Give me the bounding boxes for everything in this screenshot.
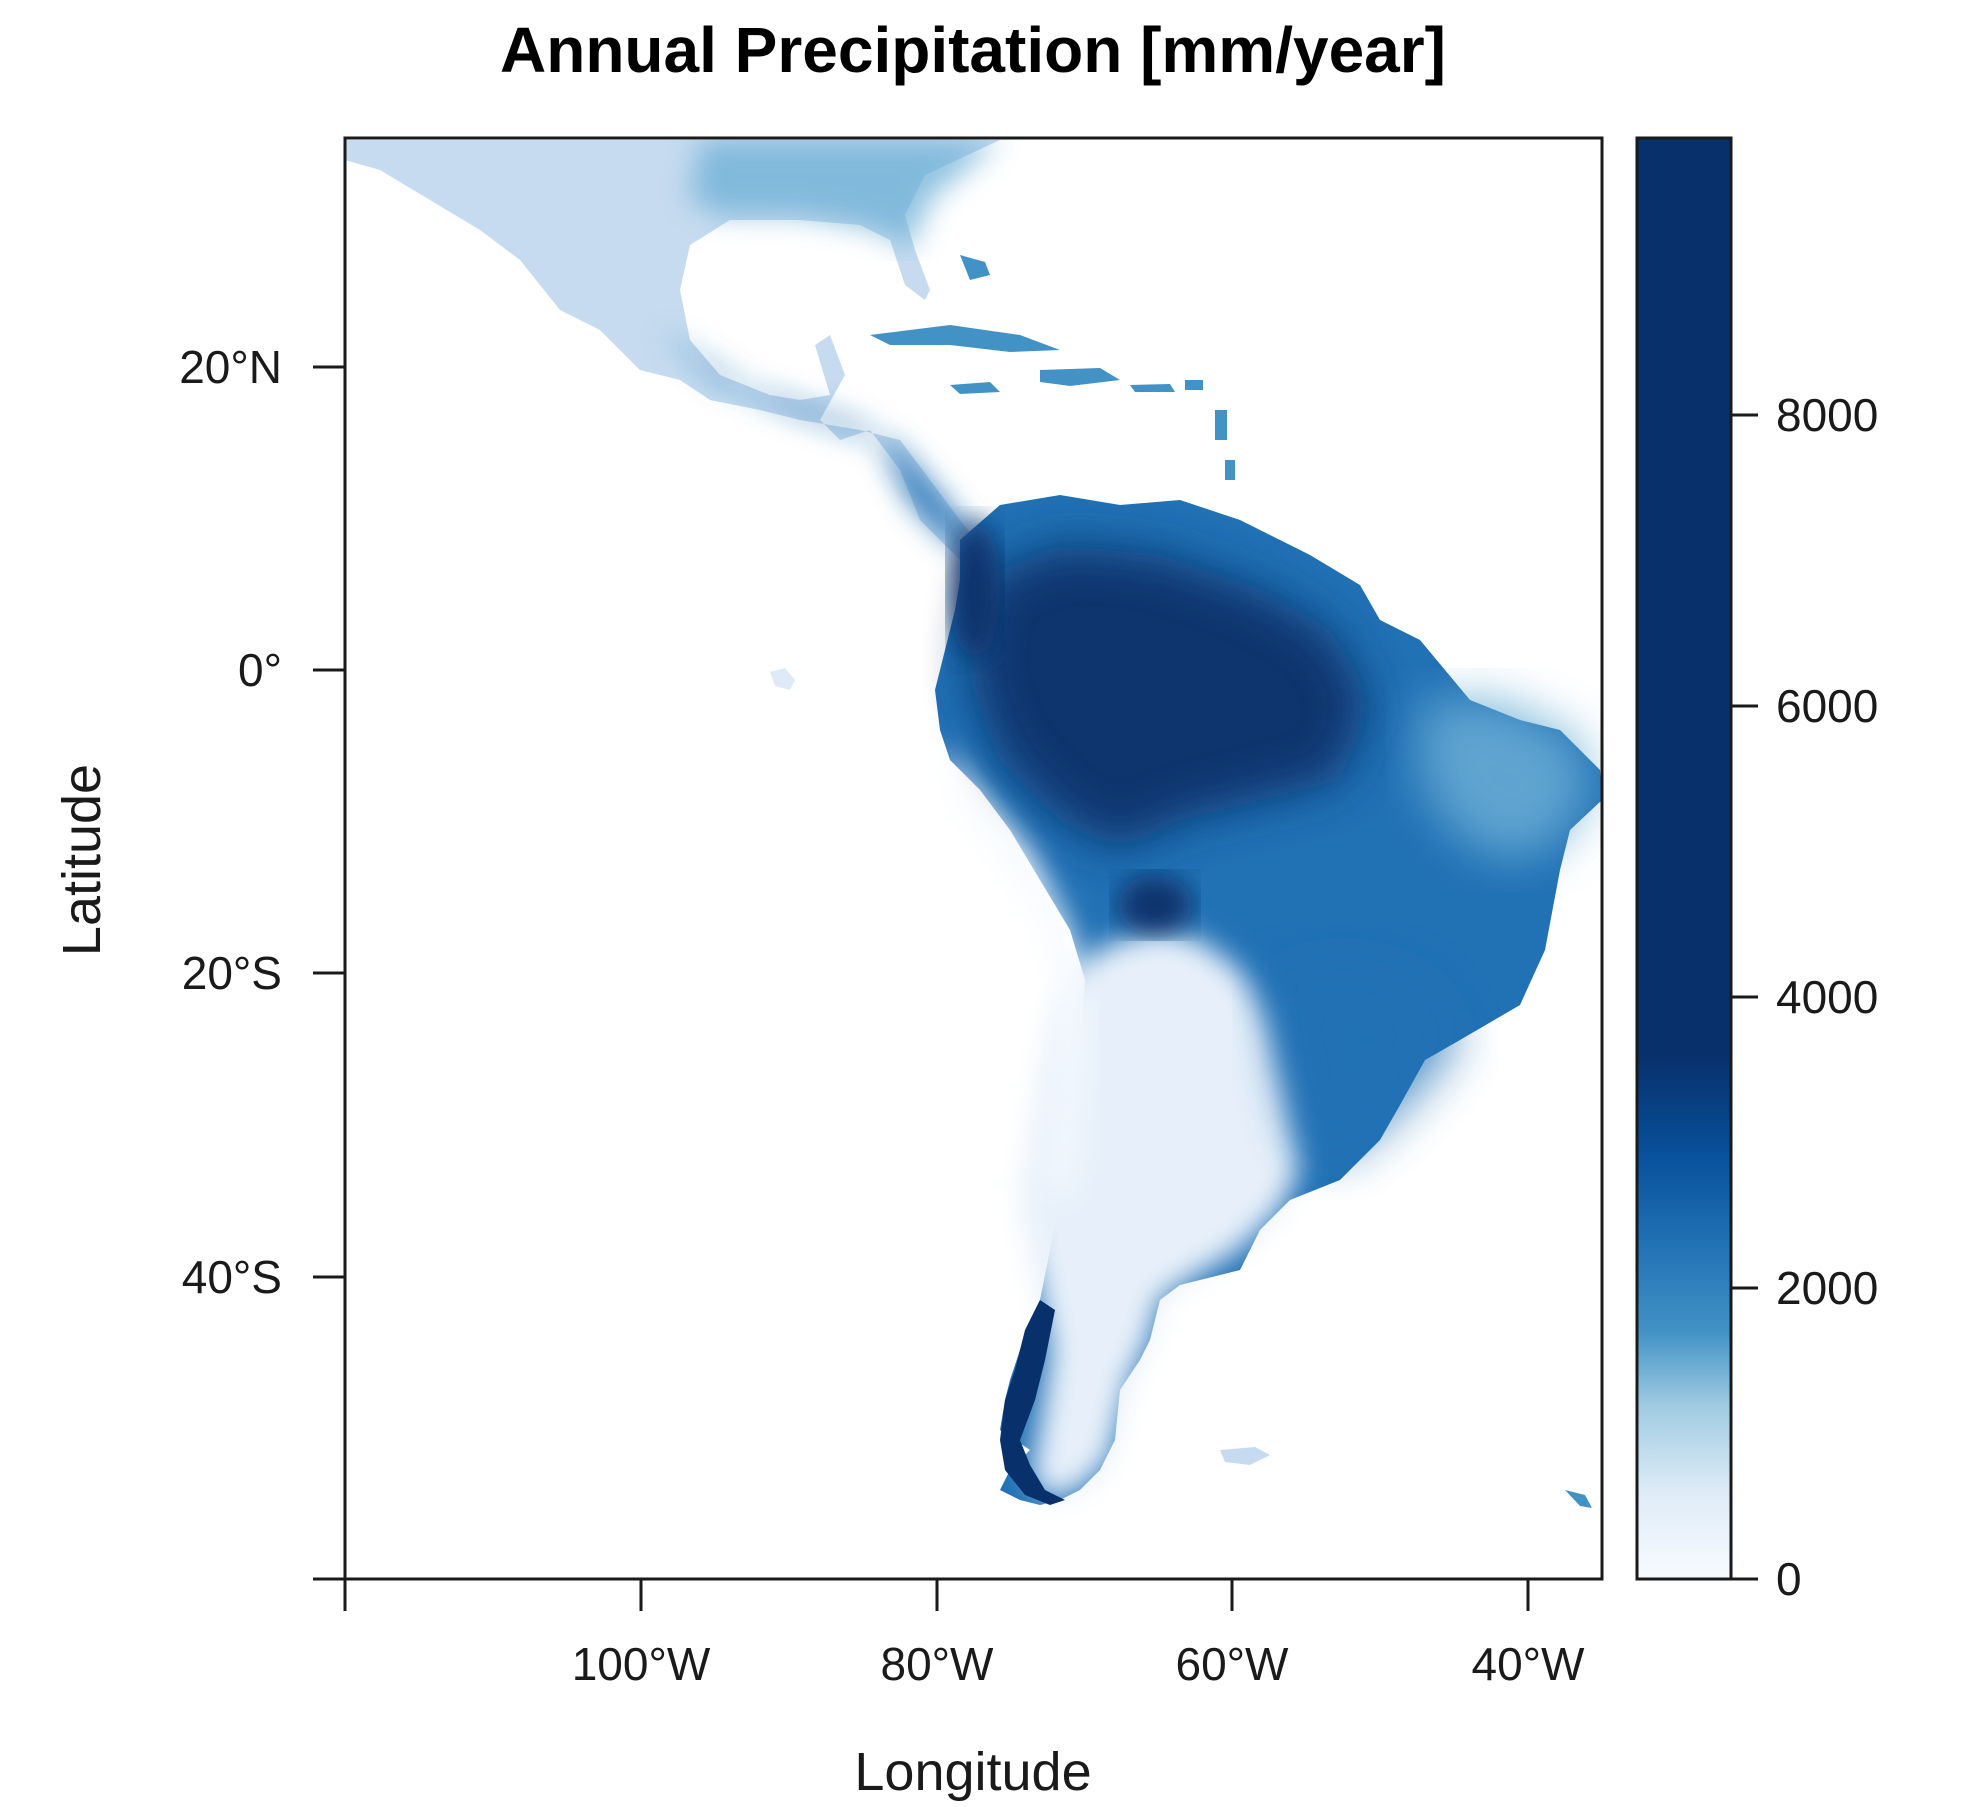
colorbar-fill	[1637, 138, 1731, 1579]
colombia-pacific-wet	[950, 520, 1000, 660]
north-america-land	[345, 140, 1000, 560]
andes-wet-spot	[1117, 875, 1193, 935]
x-axis-label: Longitude	[854, 1742, 1091, 1802]
south-georgia	[1565, 1490, 1592, 1508]
central-america-land	[660, 330, 975, 555]
amazon-core	[970, 545, 1370, 850]
coastal-desert	[940, 740, 1085, 1200]
y-tick-label: 0°	[238, 644, 282, 696]
y-axis: 20°N 0° 20°S 40°S	[179, 341, 345, 1581]
colorbar: 0 2000 4000 6000 8000	[1635, 136, 1878, 1605]
x-tick-label: 60°W	[1176, 1638, 1290, 1690]
colorbar-tick-label: 4000	[1776, 971, 1878, 1023]
caribbean-islands	[870, 255, 1235, 480]
galapagos-islands	[770, 668, 795, 690]
x-axis: 100°W 80°W 60°W 40°W	[343, 1579, 1586, 1690]
southern-chile-wet	[1000, 1300, 1065, 1505]
colorbar-tick-label: 6000	[1776, 680, 1878, 732]
falkland-islands	[1220, 1447, 1270, 1465]
southeast-brazil	[1270, 960, 1460, 1160]
colorbar-frame	[1635, 136, 1733, 1581]
y-tick-label: 40°S	[182, 1251, 282, 1303]
x-tick-label: 80°W	[881, 1638, 995, 1690]
map-panel	[345, 138, 1602, 1579]
colorbar-tick-label: 0	[1776, 1553, 1802, 1605]
colorbar-tick-label: 8000	[1776, 389, 1878, 441]
dry-south-region	[1020, 930, 1300, 1500]
gulf-coast-wet	[690, 140, 1000, 250]
colorbar-ticks: 0 2000 4000 6000 8000	[1731, 389, 1878, 1605]
y-tick-label: 20°N	[179, 341, 282, 393]
northeast-brazil	[1420, 700, 1590, 860]
chart-title: Annual Precipitation [mm/year]	[500, 14, 1446, 86]
colorbar-tick-label: 2000	[1776, 1262, 1878, 1314]
y-axis-label: Latitude	[52, 764, 112, 956]
y-tick-label: 20°S	[182, 947, 282, 999]
x-tick-label: 40°W	[1472, 1638, 1586, 1690]
x-tick-label: 100°W	[572, 1638, 711, 1690]
